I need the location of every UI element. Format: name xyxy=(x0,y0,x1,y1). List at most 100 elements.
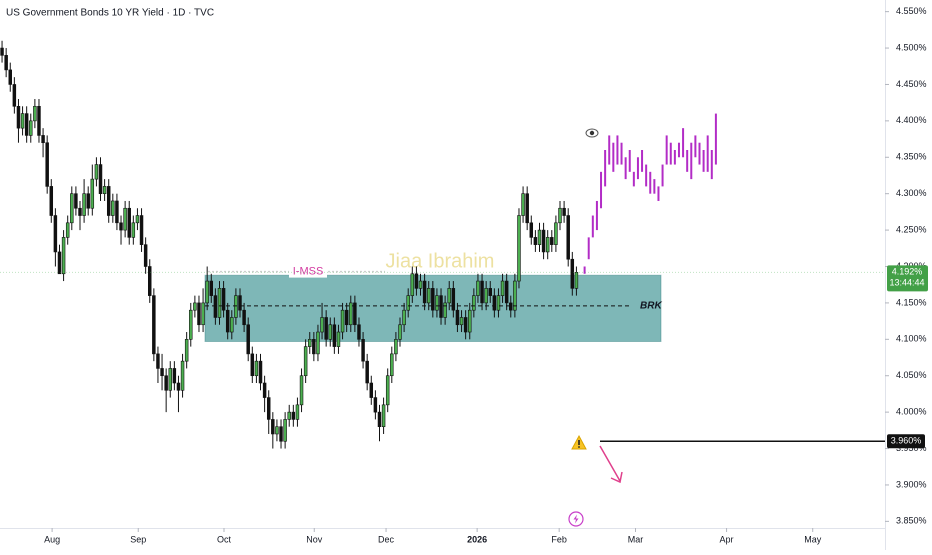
candle-body xyxy=(152,295,156,355)
candle-body xyxy=(225,309,230,333)
candle-body xyxy=(381,404,386,427)
arrow xyxy=(599,445,623,484)
candle-body xyxy=(426,288,431,304)
candle-body xyxy=(37,106,41,136)
candle-body xyxy=(49,186,54,216)
candle-body xyxy=(262,382,267,398)
candle-body xyxy=(390,353,394,377)
y-tick-label: 4.050% xyxy=(896,370,927,380)
candle-body xyxy=(369,382,374,398)
candle-body xyxy=(250,353,255,377)
candle-body xyxy=(295,404,300,420)
x-tick-label: Mar xyxy=(628,534,644,544)
candle-body xyxy=(509,302,513,311)
y-tick-label: 4.000% xyxy=(896,407,927,417)
candle-body xyxy=(160,368,164,377)
candle-body xyxy=(558,207,562,224)
candle-body xyxy=(213,295,218,318)
warning-mark xyxy=(578,440,580,445)
candle-body xyxy=(102,186,107,194)
candle-body xyxy=(209,280,214,296)
candle-body xyxy=(29,120,33,136)
y-tick-label: 4.550% xyxy=(896,6,927,16)
candle-body xyxy=(299,375,304,406)
candle-body xyxy=(246,324,250,355)
candle-body xyxy=(86,193,90,209)
candle-body xyxy=(271,419,275,435)
candle-body xyxy=(365,360,369,384)
candle-body xyxy=(443,302,447,318)
candle-body xyxy=(65,222,70,238)
candle-body xyxy=(279,426,283,442)
candle-body xyxy=(90,178,95,209)
candle-body xyxy=(57,251,62,275)
candle-body xyxy=(275,426,279,435)
candle-body xyxy=(533,237,538,245)
candle-body xyxy=(488,288,492,296)
candle-body xyxy=(221,288,226,311)
candle-body xyxy=(291,411,296,420)
candle-body xyxy=(451,288,456,311)
candle-body xyxy=(176,382,181,391)
candle-body xyxy=(70,193,74,224)
last-price-box xyxy=(887,265,928,292)
candle-body xyxy=(373,397,378,413)
level-box xyxy=(887,434,925,449)
brk-label: BRK xyxy=(640,300,662,311)
candle-body xyxy=(410,273,415,296)
candle-body xyxy=(20,113,25,129)
warning-dot xyxy=(578,446,580,448)
candle-body xyxy=(205,280,209,304)
candle-body xyxy=(529,222,534,238)
candle-body xyxy=(94,164,99,180)
x-tick-label: 2026 xyxy=(467,534,487,544)
candle-body xyxy=(287,411,291,420)
candle-body xyxy=(189,309,193,340)
candle-body xyxy=(139,215,144,245)
chart-title: US Government Bonds 10 YR Yield · 1D · T… xyxy=(6,8,214,19)
candle-body xyxy=(320,317,324,333)
candle-body xyxy=(377,411,382,427)
candle-body xyxy=(574,272,579,289)
candle-body xyxy=(541,229,546,253)
candle-body xyxy=(123,207,127,231)
candle-body xyxy=(180,360,185,391)
x-tick-label: Sep xyxy=(130,534,146,544)
candle-body xyxy=(0,47,4,56)
candle-body xyxy=(357,324,361,340)
countdown: 13:44:44 xyxy=(889,278,924,288)
x-tick-label: Aug xyxy=(44,534,60,544)
candle-body xyxy=(517,215,521,282)
candle-body xyxy=(230,317,234,333)
candle-body xyxy=(500,280,505,296)
candle-body xyxy=(308,339,312,347)
candle-body xyxy=(406,295,410,311)
candle-body xyxy=(16,106,21,129)
candle-body xyxy=(184,339,189,362)
candle-body xyxy=(566,215,570,260)
candle-body xyxy=(349,302,353,326)
candle-body xyxy=(24,113,29,136)
x-tick-label: May xyxy=(804,534,822,544)
last-price-label: 4.192% xyxy=(892,267,923,277)
candle-body xyxy=(476,280,480,296)
mss-label: I-MSS xyxy=(293,266,324,278)
candle-body xyxy=(41,135,45,144)
candle-body xyxy=(33,106,37,122)
candle-body xyxy=(217,288,222,318)
candle-body xyxy=(127,207,131,238)
candle-body xyxy=(148,266,152,296)
candle-body xyxy=(82,193,86,216)
x-tick-label: Feb xyxy=(551,534,567,544)
candle-body xyxy=(328,324,332,340)
candle-body xyxy=(537,229,542,245)
candle-body xyxy=(468,309,472,333)
x-tick-label: Dec xyxy=(378,534,395,544)
candle-body xyxy=(463,317,468,333)
y-tick-label: 4.500% xyxy=(896,42,927,52)
y-tick-label: 4.150% xyxy=(896,297,927,307)
x-tick-label: Oct xyxy=(217,534,232,544)
candle-body xyxy=(496,295,501,311)
